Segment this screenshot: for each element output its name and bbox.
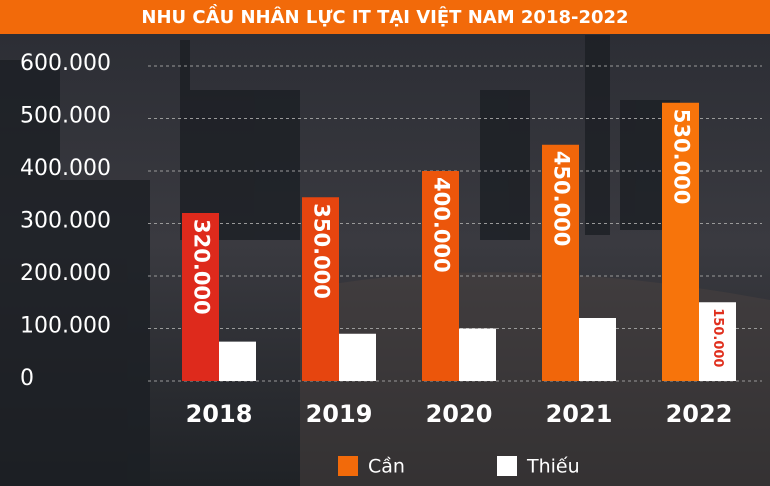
bar bbox=[219, 341, 256, 381]
plot: 0 100.000 200.000 300.000 400.000 500.000 600.… bbox=[20, 51, 762, 478]
y-tick-label: 0 bbox=[20, 366, 34, 391]
x-tick-label: 2021 bbox=[546, 400, 613, 428]
y-tick-label: 600.000 bbox=[20, 51, 111, 76]
bar bbox=[182, 213, 219, 381]
data-label: 450.000 bbox=[550, 151, 574, 247]
x-tick-label: 2020 bbox=[426, 400, 493, 428]
data-label: 530.000 bbox=[670, 109, 694, 205]
bar bbox=[459, 328, 496, 381]
legend-label: Cần bbox=[368, 456, 405, 478]
data-label: 400.000 bbox=[430, 177, 454, 273]
bar bbox=[302, 197, 339, 381]
chart-title: NHU CẦU NHÂN LỰC IT TẠI VIỆT NAM 2018-20… bbox=[141, 4, 628, 28]
y-tick-label: 400.000 bbox=[20, 156, 111, 181]
y-tick-label: 200.000 bbox=[20, 261, 111, 286]
bar bbox=[662, 102, 699, 381]
legend-label: Thiếu bbox=[526, 456, 580, 478]
bar bbox=[699, 302, 736, 381]
bar bbox=[542, 144, 579, 381]
legend-swatch bbox=[338, 456, 358, 476]
y-tick-label: 500.000 bbox=[20, 104, 111, 129]
river bbox=[300, 272, 770, 486]
data-label: 350.000 bbox=[310, 203, 334, 299]
y-tick-label: 100.000 bbox=[20, 314, 111, 339]
bar bbox=[339, 333, 376, 381]
bar bbox=[422, 171, 459, 381]
legend-swatch bbox=[497, 456, 517, 476]
data-label: 320.000 bbox=[190, 219, 214, 315]
bar bbox=[579, 318, 616, 381]
x-tick-label: 2022 bbox=[666, 400, 733, 428]
title-bar bbox=[0, 0, 770, 34]
data-label: 150.000 bbox=[710, 308, 725, 367]
x-tick-label: 2018 bbox=[186, 400, 253, 428]
x-tick-label: 2019 bbox=[306, 400, 373, 428]
y-tick-label: 300.000 bbox=[20, 209, 111, 234]
